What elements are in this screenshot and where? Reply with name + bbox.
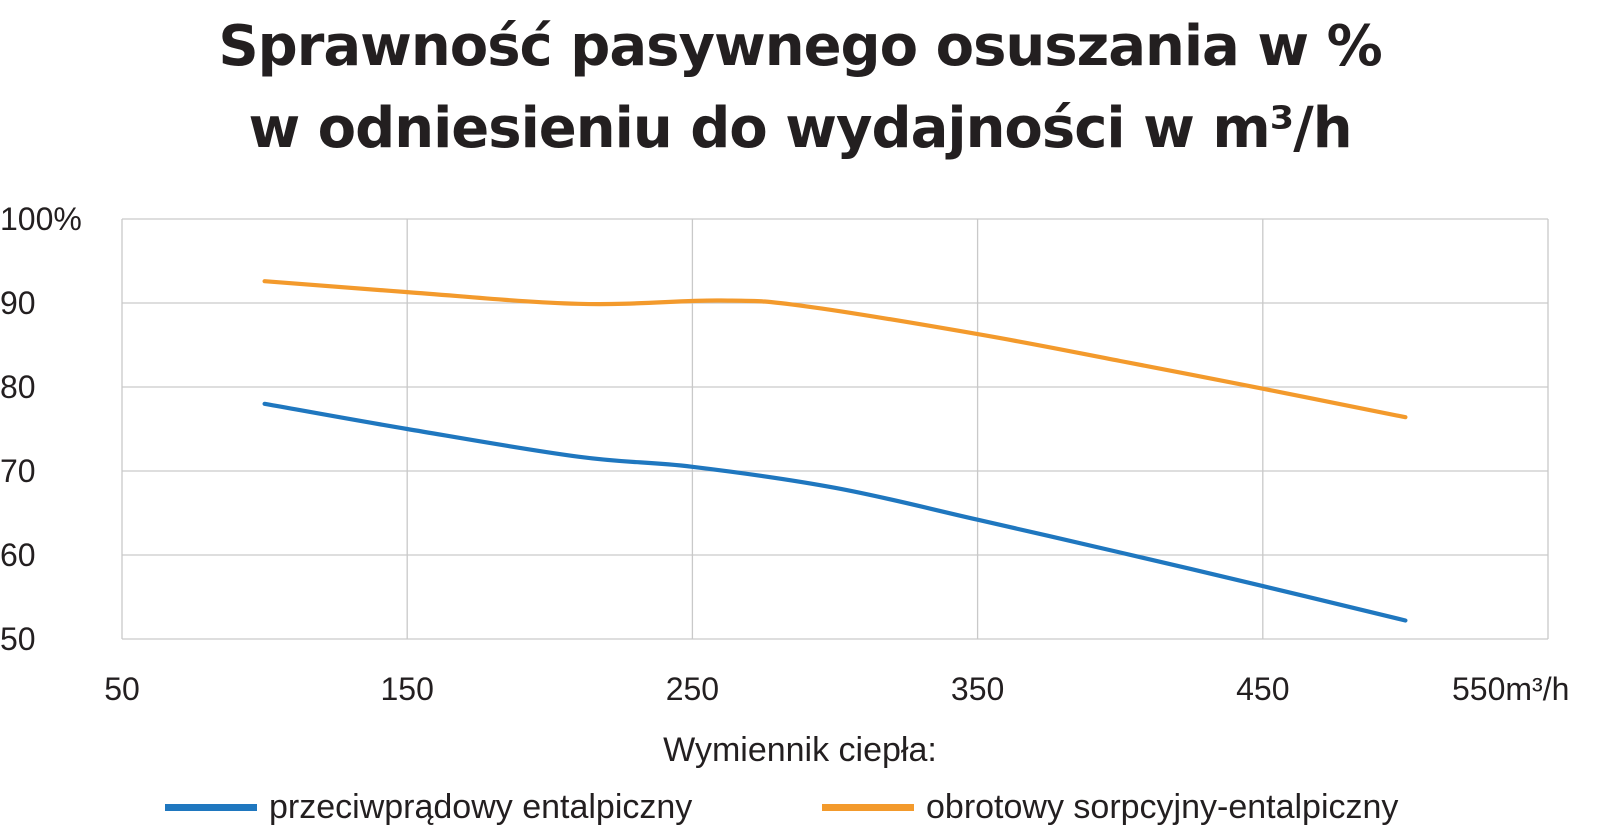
chart-title-line-2: w odniesieniu do wydajności w m³/h — [248, 96, 1352, 161]
series-lines — [262, 279, 1408, 623]
legend-label-obrotowy: obrotowy sorpcyjny-entalpiczny — [926, 788, 1399, 826]
x-tick-label: 150 — [381, 671, 434, 707]
y-tick-label: 70 — [0, 453, 36, 489]
legend-item-przeciwpradowy: przeciwprądowy entalpiczny — [165, 785, 692, 829]
chart-title: Sprawność pasywnego osuszania w % w odni… — [0, 6, 1600, 170]
series-line-0 — [262, 401, 1408, 623]
legend: przeciwprądowy entalpiczny obrotowy sorp… — [0, 785, 1600, 829]
y-tick-label: 60 — [0, 537, 36, 573]
legend-swatch-blue — [165, 803, 257, 811]
x-tick-label: 450 — [1236, 671, 1289, 707]
x-tick-label: 550m³/h — [1452, 671, 1569, 707]
line-chart: 100% 90 80 70 60 50 50 150 250 350 450 550m³/h — [0, 201, 1569, 707]
x-tick-label: 250 — [666, 671, 719, 707]
series-line-1 — [262, 279, 1408, 420]
legend-label-przeciwpradowy: przeciwprądowy entalpiczny — [269, 788, 693, 826]
x-tick-label: 350 — [951, 671, 1004, 707]
y-tick-label: 50 — [0, 621, 36, 657]
y-tick-label: 100% — [0, 201, 82, 237]
legend-swatch-orange — [822, 803, 914, 811]
legend-title: Wymiennik ciepła: — [663, 731, 937, 769]
x-tick-label: 50 — [104, 671, 140, 707]
chart-title-line-1: Sprawność pasywnego osuszania w % — [218, 14, 1382, 79]
y-tick-label: 80 — [0, 369, 36, 405]
legend-item-obrotowy: obrotowy sorpcyjny-entalpiczny — [822, 785, 1398, 829]
y-axis-ticks: 100% 90 80 70 60 50 — [0, 201, 82, 657]
x-axis-ticks: 50 150 250 350 450 550m³/h — [104, 671, 1569, 707]
grid — [121, 218, 1549, 640]
y-tick-label: 90 — [0, 285, 36, 321]
